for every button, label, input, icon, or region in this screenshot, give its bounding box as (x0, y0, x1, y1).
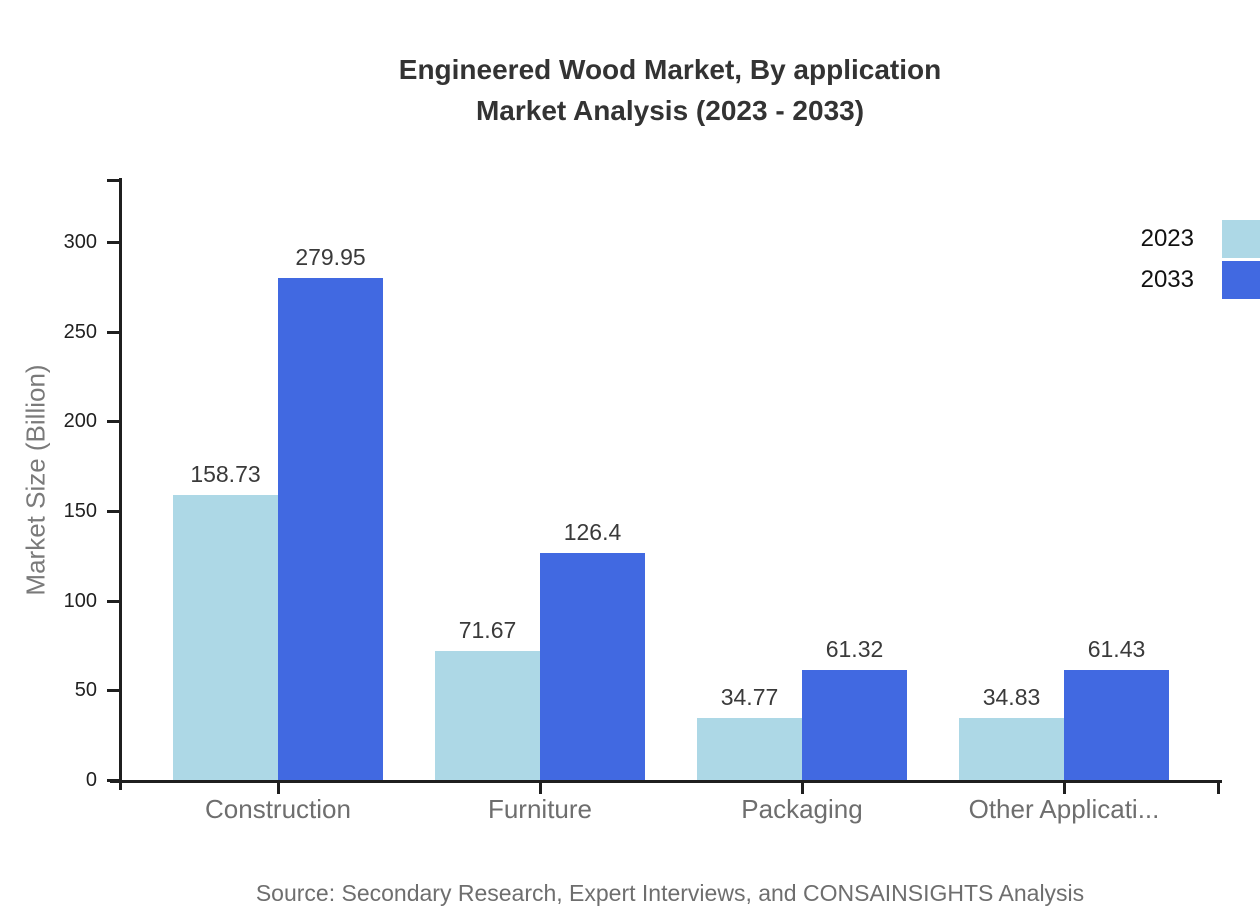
category-label-other-applicati: Other Applicati... (968, 794, 1160, 824)
bar-2023-construction (173, 495, 278, 780)
y-axis-tick-label: 200 (63, 410, 97, 433)
chart-title: Engineered Wood Market, By application (398, 54, 942, 85)
y-axis-end-tick (107, 179, 120, 182)
y-axis-tick-label: 100 (63, 589, 97, 612)
legend-label-2023[interactable]: 2023 (1140, 225, 1194, 252)
y-axis-tick-label: 0 (85, 769, 97, 791)
bar-2033-packaging (802, 670, 907, 780)
source-note: Source: Secondary Research, Expert Inter… (255, 880, 1085, 906)
x-axis-tick (1062, 780, 1066, 794)
chart-subtitle: Market Analysis (2023 - 2033) (475, 95, 865, 126)
x-axis-tick (276, 780, 280, 794)
y-axis-tick-label: 250 (63, 320, 97, 343)
bar-2023-furniture (435, 651, 540, 780)
value-label-2023-packaging: 34.77 (720, 683, 779, 710)
category-label-packaging: Packaging (741, 794, 863, 824)
legend-label-2033[interactable]: 2033 (1140, 266, 1194, 293)
category-label-furniture: Furniture (487, 794, 593, 824)
y-axis-tick-label: 150 (63, 500, 97, 522)
bar-2033-other-applicati (1064, 669, 1169, 780)
legend-swatch-2023[interactable] (1222, 220, 1260, 258)
bar-2033-construction (278, 277, 383, 780)
value-label-2033-construction: 279.95 (295, 243, 366, 270)
value-label-2033-packaging: 61.32 (825, 636, 884, 663)
value-label-2023-furniture: 71.67 (458, 617, 517, 644)
y-axis-tick (107, 599, 120, 603)
value-label-2033-furniture: 126.4 (563, 519, 622, 546)
y-axis-title: Market Size (Billion) (20, 364, 51, 596)
y-axis-tick (107, 330, 120, 334)
bar-2023-other-applicati (959, 717, 1064, 780)
x-axis-tick (800, 780, 804, 794)
y-axis-tick (107, 510, 120, 513)
category-label-construction: Construction (205, 794, 351, 824)
value-label-2023-other-applicati: 34.83 (982, 683, 1041, 710)
value-label-2033-other-applicati: 61.43 (1087, 635, 1146, 662)
y-axis-line (119, 178, 122, 790)
y-axis-tick (107, 420, 120, 424)
x-axis-tick (538, 780, 542, 794)
plot-area: 0 50 100 150 200 250 300 Construction 158.73 279.… (64, 178, 1222, 824)
legend-swatch-2033[interactable] (1222, 261, 1260, 299)
y-axis-tick-label: 50 (74, 679, 97, 702)
y-axis-tick (107, 241, 120, 244)
value-label-2023-construction: 158.73 (190, 461, 261, 488)
y-axis-tick-label: 300 (63, 231, 97, 253)
y-axis-tick (107, 779, 120, 782)
x-axis-end-tick (1217, 780, 1220, 794)
bar-2033-furniture (540, 553, 645, 780)
bar-2023-packaging (697, 717, 802, 780)
y-axis-tick (107, 689, 120, 693)
x-axis-line (110, 780, 1222, 783)
